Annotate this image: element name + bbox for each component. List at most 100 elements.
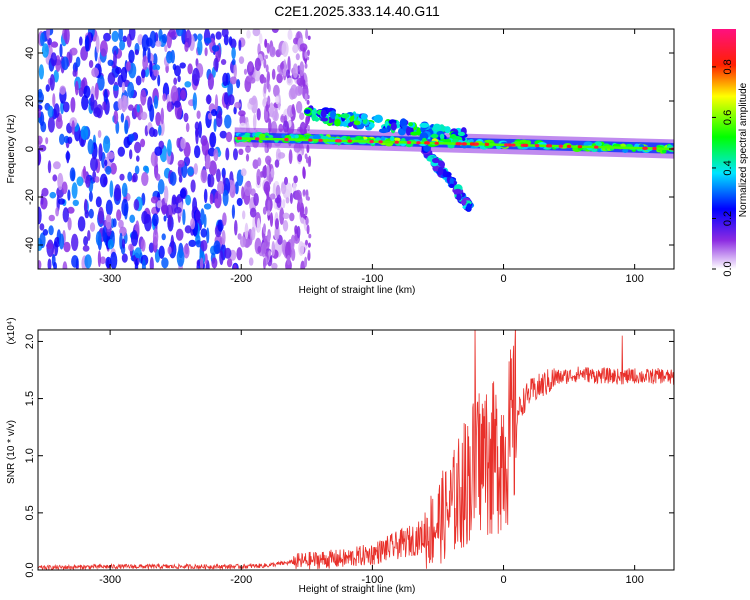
noise-blob <box>121 81 125 94</box>
noise-blob <box>298 241 305 256</box>
noise-blob <box>42 229 49 236</box>
noise-blob <box>121 198 129 217</box>
noise-blob <box>105 214 112 230</box>
noise-blob <box>244 181 252 197</box>
main-signal-blob <box>394 137 401 142</box>
noise-blob <box>102 101 107 111</box>
noise-blob <box>79 36 83 46</box>
noise-blob <box>174 100 181 108</box>
upper-branch-blob <box>360 113 368 120</box>
main-signal-blob <box>451 138 459 143</box>
noise-blob <box>263 58 267 69</box>
noise-blob <box>304 93 308 102</box>
noise-blob <box>175 228 184 241</box>
noise-blob <box>99 40 108 57</box>
noise-blob <box>297 153 303 163</box>
noise-blob <box>248 257 254 266</box>
noise-blob <box>214 94 219 112</box>
noise-blob <box>251 226 256 240</box>
signal-peak <box>378 140 383 144</box>
noise-blob <box>67 217 72 231</box>
lower-branch-blob <box>456 193 462 201</box>
noise-blob <box>141 172 149 186</box>
signal-peak <box>522 143 528 147</box>
colorbar-label: Normalized spectral amplitude <box>738 82 749 217</box>
noise-blob <box>177 75 181 83</box>
spectrogram-x-ticks: -300 -200 -100 0 100 <box>99 29 644 285</box>
noise-blob <box>84 198 88 213</box>
noise-blob <box>195 240 202 248</box>
noise-blob <box>134 259 139 269</box>
spectrogram-y-tick-label: -40 <box>24 237 36 253</box>
noise-blob <box>248 61 253 73</box>
spectrogram-x-tick-label: -300 <box>99 273 121 285</box>
noise-blob <box>269 193 276 200</box>
noise-blob <box>210 109 218 117</box>
noise-blob <box>157 74 161 87</box>
noise-blob <box>152 53 158 66</box>
noise-blob <box>307 252 311 261</box>
noise-blob <box>149 256 154 269</box>
noise-blob <box>200 208 205 226</box>
noise-blob <box>160 107 164 125</box>
snr-y-ticks: 0.0 0.5 1.0 1.5 2.0 <box>24 334 674 578</box>
noise-blob <box>279 67 285 76</box>
noise-blob <box>71 182 78 199</box>
noise-blob <box>95 231 102 246</box>
noise-blob <box>206 227 210 244</box>
upper-branch-blob <box>439 133 445 140</box>
snr-x-tick-label: 0 <box>500 574 506 586</box>
noise-blob <box>46 242 54 249</box>
upper-branch-blob <box>320 109 327 118</box>
noise-blob <box>291 103 295 115</box>
noise-blob <box>107 59 114 66</box>
noise-blob <box>213 240 221 255</box>
noise-blob <box>59 85 66 95</box>
noise-blob <box>267 71 270 83</box>
noise-blob <box>53 69 59 83</box>
signal-peak <box>255 137 260 141</box>
noise-blob <box>286 77 293 86</box>
noise-blob <box>272 110 279 122</box>
snr-y-tick-label: 1.5 <box>24 391 36 406</box>
snr-x-tick-label: -300 <box>99 574 121 586</box>
noise-blob <box>225 147 230 161</box>
noise-blob <box>116 209 122 221</box>
noise-blob <box>75 56 81 68</box>
noise-blob <box>184 225 192 234</box>
noise-blob <box>38 144 47 152</box>
noise-blob <box>293 175 298 184</box>
noise-blob <box>130 230 139 247</box>
noise-blob <box>281 41 289 57</box>
signal-peak <box>511 143 516 147</box>
noise-blob <box>197 33 203 42</box>
noise-blob <box>267 232 271 243</box>
noise-blob <box>58 233 65 250</box>
signal-peak <box>558 144 563 148</box>
noise-blob <box>77 216 86 232</box>
noise-blob <box>140 111 148 121</box>
noise-blob <box>94 176 100 183</box>
noise-blob <box>304 206 308 216</box>
lower-branch-blob <box>448 183 455 188</box>
noise-blob <box>238 56 245 64</box>
noise-blob <box>188 239 197 247</box>
snr-series <box>38 330 674 570</box>
signal-peak <box>474 142 479 146</box>
noise-blob <box>90 93 95 111</box>
noise-blob <box>238 148 244 155</box>
noise-blob <box>170 234 175 253</box>
noise-blob <box>217 219 224 232</box>
noise-blob <box>122 35 128 42</box>
noise-blob <box>271 262 278 269</box>
noise-blob <box>182 208 186 226</box>
noise-blob <box>158 29 163 40</box>
signal-peak <box>237 136 242 140</box>
noise-blob <box>275 95 280 105</box>
noise-blob <box>84 35 90 52</box>
noise-blob <box>193 163 198 175</box>
upper-branch-blob <box>314 116 320 122</box>
noise-blob <box>39 232 46 249</box>
signal-peak <box>652 146 657 151</box>
noise-blob <box>267 95 271 106</box>
